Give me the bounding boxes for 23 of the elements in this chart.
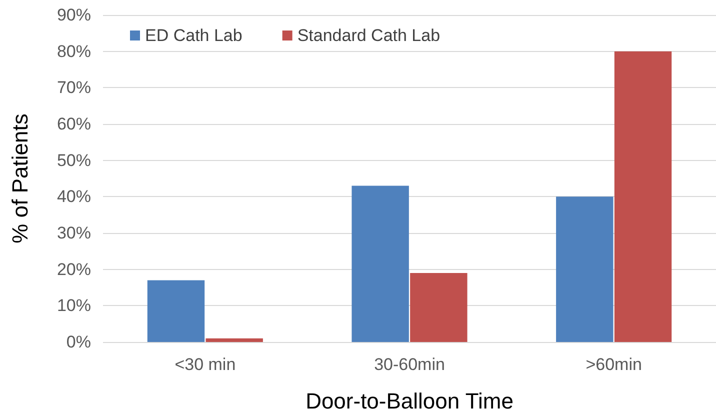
y-tick-label: 20% [56, 260, 91, 279]
x-tick-label: <30 min [174, 355, 236, 374]
y-tick-label: 60% [56, 114, 91, 134]
y-tick-label: 90% [56, 6, 91, 24]
y-tick-label: 0% [66, 332, 91, 352]
x-axis-title: Door-to-Balloon Time [306, 388, 514, 414]
bar [206, 338, 263, 342]
bar [147, 280, 205, 342]
legend-label: Standard Cath Lab [297, 26, 440, 45]
bar [352, 186, 409, 342]
y-axis-title: % of Patients [8, 114, 32, 244]
x-tick-label: 30-60min [374, 355, 445, 374]
y-tick-label: 50% [56, 150, 91, 170]
y-tick-label: 70% [56, 78, 91, 98]
legend-label: ED Cath Lab [145, 26, 242, 45]
bar [410, 272, 468, 342]
bar [556, 196, 614, 342]
y-tick-label: 40% [56, 187, 91, 206]
y-tick-label: 30% [56, 224, 91, 242]
bar [614, 51, 672, 342]
x-tick-label: >60min [586, 355, 642, 374]
y-tick-label: 10% [56, 296, 91, 316]
y-tick-label: 80% [56, 42, 91, 61]
